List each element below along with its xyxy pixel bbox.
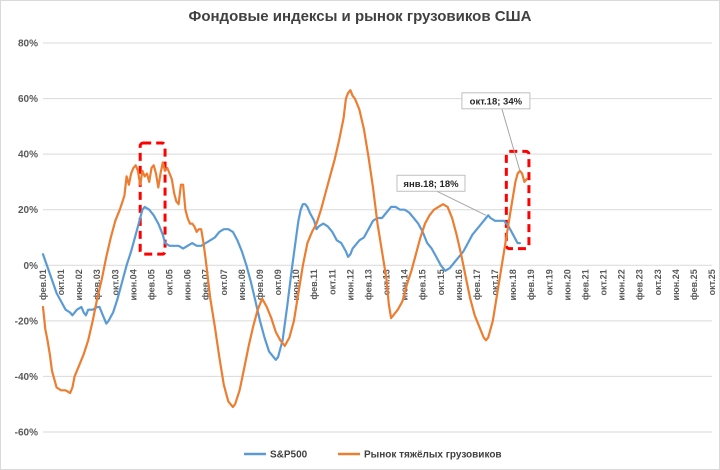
y-tick-label: -20% [15, 316, 38, 327]
x-tick-label: июн.22 [617, 269, 627, 300]
x-tick-label: окт.23 [653, 269, 663, 295]
x-tick-label: июн.20 [562, 269, 572, 300]
x-tick-label: фев.07 [201, 269, 211, 300]
highlight-box [504, 149, 531, 251]
x-tick-label: июн.16 [454, 269, 464, 300]
legend-label: S&P500 [270, 450, 308, 461]
x-tick-label: фев.09 [255, 269, 265, 300]
x-tick-label: фев.17 [472, 269, 482, 300]
x-tick-label: июн.02 [74, 269, 84, 300]
y-tick-label: 40% [18, 150, 38, 161]
x-tick-label: окт.25 [707, 269, 717, 295]
x-tick-label: окт.05 [165, 269, 175, 295]
x-tick-label: фев.01 [38, 269, 48, 300]
y-tick-label: -60% [15, 428, 38, 439]
x-tick-label: фев.03 [92, 269, 102, 300]
legend-label: Рынок тяжёлых грузовиков [364, 450, 502, 461]
x-tick-label: окт.21 [599, 269, 609, 295]
legend: S&P500 Рынок тяжёлых грузовиков [244, 450, 502, 461]
x-tick-label: фев.11 [309, 269, 319, 299]
annotation-label: янв.18; 18% [403, 179, 459, 190]
chart-title: Фондовые индексы и рынок грузовиков США [188, 8, 532, 25]
highlight-boxes [138, 141, 531, 256]
grid-layer [43, 42, 712, 433]
series-line-1 [41, 203, 521, 361]
x-tick-label: окт.01 [56, 269, 66, 295]
series-layer [41, 89, 528, 409]
y-tick-label: 20% [18, 205, 38, 216]
x-tick-label: июн.24 [671, 269, 681, 300]
x-tick-label: июн.14 [400, 269, 410, 300]
x-tick-label: июн.08 [237, 269, 247, 300]
x-tick-label: фев.05 [146, 269, 156, 300]
annotation-leader [436, 190, 487, 216]
annotation-leader [501, 108, 521, 171]
annotation-box [396, 174, 466, 192]
x-tick-label: окт.03 [110, 269, 120, 295]
y-tick-label: 60% [18, 94, 38, 105]
x-tick-label: июн.12 [345, 269, 355, 300]
x-tick-label: июн.10 [291, 269, 301, 300]
x-tick-label: июн.04 [128, 269, 138, 300]
x-tick-label: фев.21 [580, 269, 590, 300]
x-tick-label: окт.09 [273, 269, 283, 295]
highlight-box [138, 141, 167, 256]
y-tick-label: -40% [15, 372, 38, 383]
x-tick-label: фев.25 [689, 269, 699, 300]
x-tick-label: июн.18 [508, 269, 518, 300]
x-tick-label: июн.06 [183, 269, 193, 300]
x-tick-label: фев.13 [363, 269, 373, 300]
x-tick-label: окт.11 [327, 269, 337, 295]
series-line-2 [41, 89, 528, 409]
annotation-label: окт.18; 34% [470, 96, 523, 107]
y-tick-label: 80% [18, 39, 38, 50]
x-axis: фев.01 окт.01 июн.02 фев.03 окт.03 июн.04 фев.… [38, 269, 717, 300]
x-tick-label: фев.23 [635, 269, 645, 300]
y-axis: -60% -40% -20% 0% 20% 40% 60% 80% [15, 39, 38, 439]
y-tick-label: 0% [24, 261, 39, 272]
x-tick-label: окт.17 [490, 269, 500, 295]
x-tick-label: окт.15 [436, 269, 446, 295]
annotations: янв.18; 18% окт.18; 34% [396, 92, 531, 216]
x-tick-label: окт.07 [219, 269, 229, 295]
x-tick-label: фев.19 [526, 269, 536, 300]
x-tick-label: фев.15 [418, 269, 428, 300]
x-tick-label: окт.19 [544, 269, 554, 295]
annotation-box [461, 92, 531, 110]
